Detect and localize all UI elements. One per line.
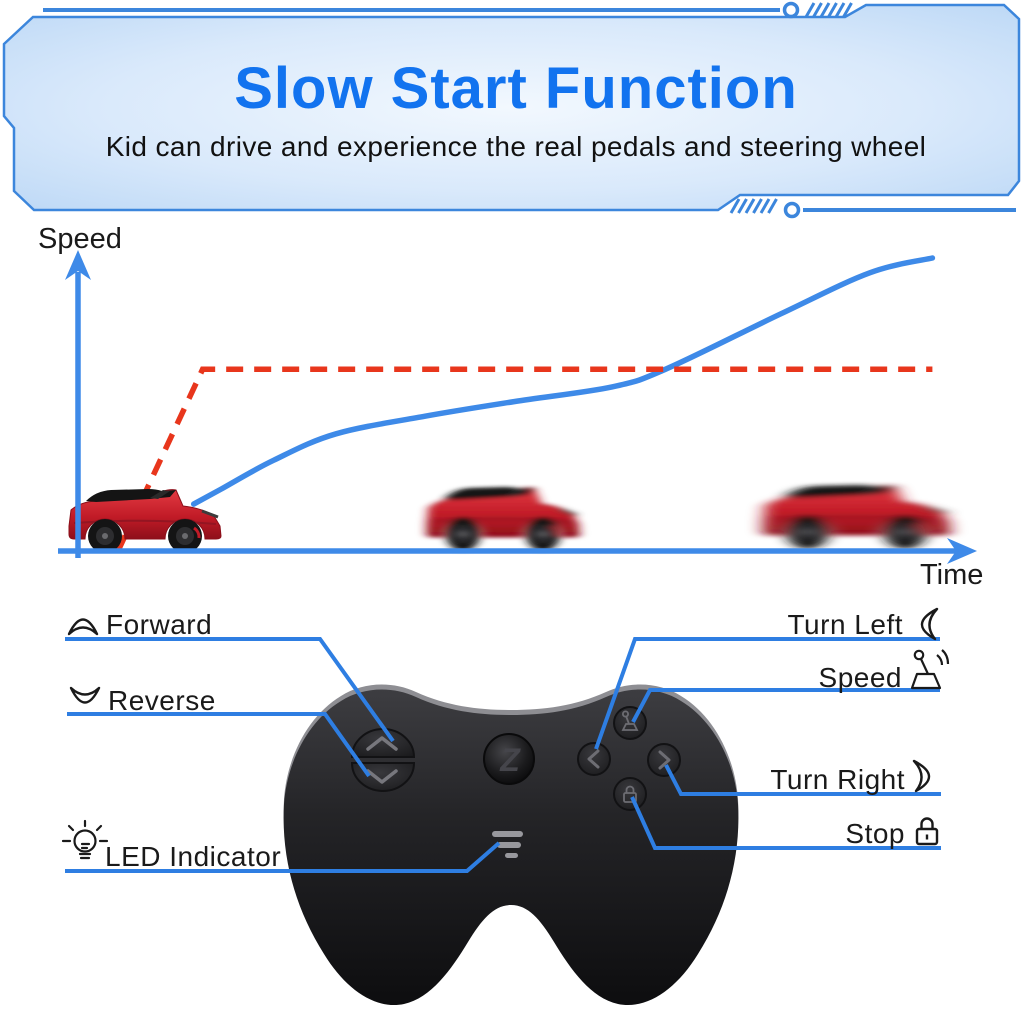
lock-icon-small xyxy=(623,785,637,803)
banner-subtitle: Kid can drive and experience the real pe… xyxy=(106,131,927,162)
turn-right-label: Turn Right xyxy=(770,764,905,795)
series-slow-start-speed xyxy=(190,255,936,507)
reverse-label: Reverse xyxy=(108,685,216,716)
ride-on-car-at-speed xyxy=(761,483,951,551)
stop-button xyxy=(613,777,647,811)
light-bulb-icon xyxy=(61,819,109,860)
y-axis-label: Speed xyxy=(38,223,122,255)
reverse-arrow-icon xyxy=(69,686,101,704)
banner-panel xyxy=(2,3,1021,212)
forward-callout-line xyxy=(65,637,395,743)
turn-left-button xyxy=(577,742,611,776)
gear-shift-icon xyxy=(621,710,639,731)
turn-left-arrow-icon xyxy=(920,607,939,641)
turn-right-button xyxy=(647,743,681,777)
speed-shifter-icon xyxy=(910,649,950,690)
led-indicator-bars xyxy=(492,831,523,858)
chart-axes xyxy=(58,250,977,564)
brand-logo: Z xyxy=(499,742,521,778)
chevron-right-icon xyxy=(658,750,671,770)
stop-label: Stop xyxy=(845,818,905,849)
led-callout-line xyxy=(65,841,501,873)
speed-callout-line xyxy=(631,688,940,723)
forward-arrow-icon xyxy=(67,618,99,636)
callout-labels: Forward Reverse Turn Left Speed Turn Rig… xyxy=(61,607,950,872)
chevron-left-icon xyxy=(587,749,600,769)
forward-label: Forward xyxy=(106,609,212,640)
ride-on-car-accelerating xyxy=(425,485,581,553)
banner-title: Slow Start Function xyxy=(234,56,798,121)
header-banner: Slow Start Function Kid can drive and ex… xyxy=(2,1,1021,219)
x-axis-arrowhead xyxy=(947,538,977,564)
turn-right-callout-line xyxy=(664,764,941,796)
forward-button xyxy=(350,728,416,758)
turn-right-arrow-icon xyxy=(912,759,931,793)
y-axis-arrowhead xyxy=(65,250,91,280)
power-logo-button: Z xyxy=(483,733,535,785)
speed-button xyxy=(613,706,647,740)
chevron-up-icon xyxy=(366,736,398,751)
banner-bottom-decoration xyxy=(729,198,1016,219)
speed-time-chart: Speed Time xyxy=(38,223,983,591)
turn-left-callout-line xyxy=(594,637,940,750)
chevron-down-icon xyxy=(366,769,398,784)
x-axis-label: Time xyxy=(920,559,983,591)
speed-label: Speed xyxy=(819,662,902,693)
led-indicator-label: LED Indicator xyxy=(105,841,281,872)
remote-controller: Z xyxy=(283,684,739,1006)
callout-lines xyxy=(65,637,941,873)
turn-left-label: Turn Left xyxy=(787,609,903,640)
banner-top-decoration xyxy=(43,1,853,19)
reverse-callout-line xyxy=(67,712,371,778)
lock-icon xyxy=(915,817,939,846)
reverse-button xyxy=(350,762,416,792)
stop-callout-line xyxy=(630,796,941,850)
